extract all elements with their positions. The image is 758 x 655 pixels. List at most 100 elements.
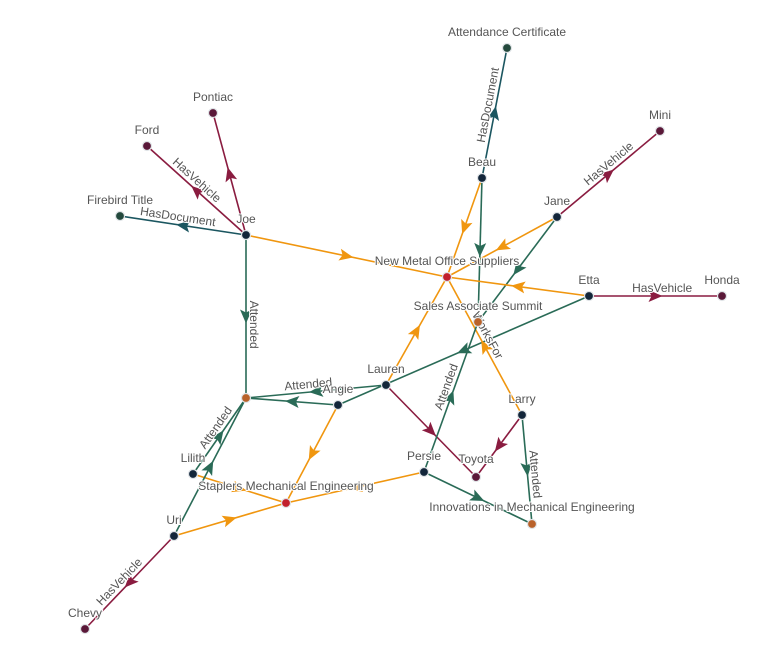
edge-joe-eventA[interactable]: Attended <box>240 235 262 398</box>
arrow-icon <box>225 167 238 183</box>
node-joe[interactable]: Joe <box>235 211 257 241</box>
node-label: Chevy <box>68 606 102 620</box>
node-uri[interactable]: Uri <box>165 512 183 542</box>
vehicle-node-icon[interactable] <box>470 471 482 483</box>
node-newmetal[interactable]: New Metal Office Suppliers <box>374 253 520 283</box>
person-node-icon[interactable] <box>476 172 488 184</box>
arrow-icon <box>481 339 494 356</box>
person-node-icon[interactable] <box>168 530 180 542</box>
node-persie[interactable]: Persie <box>406 448 442 478</box>
edge-label: HasVehicle <box>581 139 636 188</box>
edge-larry-innov[interactable]: Attended <box>520 414 546 525</box>
node-chevy[interactable]: Chevy <box>67 605 103 635</box>
person-node-icon[interactable] <box>240 229 252 241</box>
node-label: Angie <box>323 382 354 396</box>
edge-joe-newmetal[interactable] <box>245 234 448 278</box>
node-label: Lauren <box>367 362 404 376</box>
vehicle-node-icon[interactable] <box>654 125 666 137</box>
node-label: Honda <box>704 273 740 287</box>
node-ford[interactable]: Ford <box>134 122 160 152</box>
node-label: Lilith <box>181 451 206 465</box>
edge-etta-newmetal[interactable] <box>446 276 590 297</box>
edge-beau-sas[interactable] <box>474 177 487 323</box>
arrow-icon <box>513 260 527 276</box>
person-node-icon[interactable] <box>583 290 595 302</box>
edge-beau-newmetal[interactable] <box>446 177 483 278</box>
arrow-icon <box>191 185 206 200</box>
edge-label: Attended <box>196 404 235 451</box>
edge-lauren-eventA[interactable]: Attended <box>245 374 387 399</box>
arrow-icon <box>338 248 354 261</box>
edge-label: HasVehicle <box>632 281 692 295</box>
node-toyota[interactable]: Toyota <box>457 451 495 483</box>
edge-angie-eventA[interactable] <box>245 395 339 409</box>
edges-layer: HasDocument HasVehicle HasDocument Attended… <box>84 47 722 630</box>
vehicle-node-icon[interactable] <box>716 290 728 302</box>
node-etta[interactable]: Etta <box>577 272 601 302</box>
node-jane[interactable]: Jane <box>543 193 571 223</box>
person-node-icon[interactable] <box>332 399 344 411</box>
node-lauren[interactable]: Lauren <box>366 361 406 391</box>
node-beau[interactable]: Beau <box>467 154 497 184</box>
edge-label: Attended <box>247 301 261 349</box>
arrow-icon <box>221 515 237 528</box>
arrow-icon <box>309 384 324 397</box>
arrow-icon <box>124 573 139 588</box>
arrow-icon <box>348 480 364 492</box>
node-label: Beau <box>468 155 496 169</box>
event-node-icon[interactable] <box>526 518 538 530</box>
edge-label: Attended <box>526 450 544 499</box>
node-firebird[interactable]: Firebird Title <box>86 192 154 222</box>
node-sas[interactable]: Sales Associate Summit <box>413 298 544 328</box>
edge-lauren-toyota[interactable] <box>385 384 477 478</box>
node-eventA[interactable] <box>240 392 252 404</box>
edge-angie-staplers[interactable] <box>285 404 339 504</box>
edge-joe-pontiac[interactable] <box>212 112 247 236</box>
edge-uri-eventA[interactable] <box>173 397 247 537</box>
edge-persie-staplers[interactable] <box>285 471 425 504</box>
node-label: Staplers Mechanical Engineering <box>198 479 373 493</box>
event-node-icon[interactable] <box>472 316 484 328</box>
person-node-icon[interactable] <box>551 211 563 223</box>
edge-lauren-newmetal[interactable] <box>385 276 448 386</box>
node-label: Mini <box>649 108 671 122</box>
edge-larry-toyota[interactable] <box>475 414 523 478</box>
arrow-icon <box>487 106 500 122</box>
document-node-icon[interactable] <box>114 210 126 222</box>
person-node-icon[interactable] <box>418 466 430 478</box>
person-node-icon[interactable] <box>380 379 392 391</box>
node-larry[interactable]: Larry <box>507 391 537 421</box>
edge-label: Attended <box>431 362 460 412</box>
edge-persie-innov[interactable] <box>423 471 533 525</box>
edge-joe-firebird[interactable]: HasDocument <box>119 203 247 236</box>
node-cert[interactable]: Attendance Certificate <box>447 24 567 54</box>
edge-jane-mini[interactable]: HasVehicle <box>556 130 661 218</box>
node-pontiac[interactable]: Pontiac <box>192 89 234 119</box>
vehicle-node-icon[interactable] <box>207 107 219 119</box>
node-innov[interactable]: Innovations in Mechanical Engineering <box>428 499 636 530</box>
arrow-icon <box>240 309 252 324</box>
event-node-icon[interactable] <box>240 392 252 404</box>
vehicle-node-icon[interactable] <box>141 140 153 152</box>
arrow-icon <box>285 396 300 409</box>
edge-etta-honda[interactable]: HasVehicle <box>589 280 722 302</box>
node-honda[interactable]: Honda <box>703 272 741 302</box>
node-angie[interactable]: Angie <box>322 381 355 411</box>
node-label: Firebird Title <box>87 193 153 207</box>
node-lilith[interactable]: Lilith <box>180 450 206 480</box>
vehicle-node-icon[interactable] <box>79 623 91 635</box>
company-node-icon[interactable] <box>280 497 292 509</box>
person-node-icon[interactable] <box>187 468 199 480</box>
person-node-icon[interactable] <box>516 409 528 421</box>
node-label: Toyota <box>458 452 494 466</box>
edge-jane-newmetal[interactable] <box>446 216 558 278</box>
document-node-icon[interactable] <box>501 42 513 54</box>
edge-jane-sas[interactable] <box>477 216 558 323</box>
node-label: Innovations in Mechanical Engineering <box>429 500 634 514</box>
arrow-icon <box>469 489 485 502</box>
company-node-icon[interactable] <box>441 271 453 283</box>
edge-uri-staplers[interactable] <box>173 502 287 537</box>
edge-lilith-staplers[interactable] <box>192 473 287 504</box>
node-staplers[interactable]: Staplers Mechanical Engineering <box>197 478 375 509</box>
node-mini[interactable]: Mini <box>648 107 672 137</box>
